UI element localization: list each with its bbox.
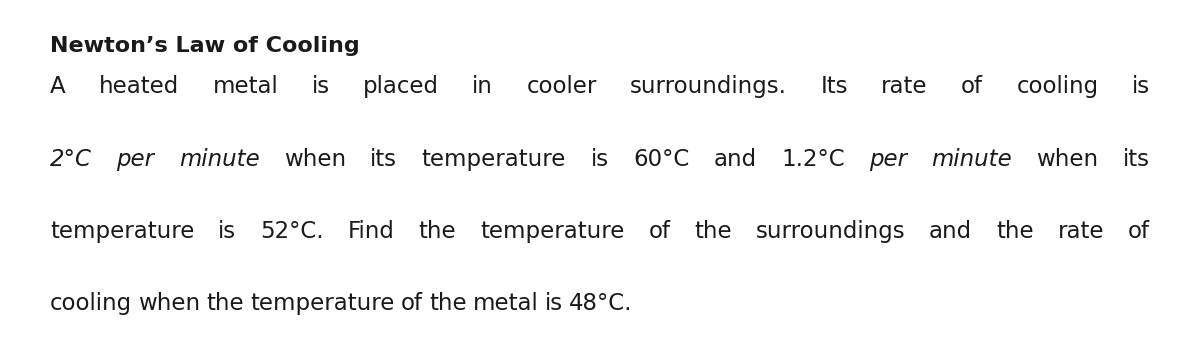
Text: placed: placed: [364, 75, 439, 98]
Text: is: is: [590, 148, 608, 171]
Text: temperature: temperature: [251, 292, 395, 315]
Text: temperature: temperature: [421, 148, 566, 171]
Text: heated: heated: [98, 75, 179, 98]
Text: when: when: [1037, 148, 1099, 171]
Text: the: the: [206, 292, 245, 315]
Text: cooling: cooling: [1016, 75, 1098, 98]
Text: is: is: [312, 75, 330, 98]
Text: Find: Find: [348, 220, 395, 243]
Text: the: the: [419, 220, 456, 243]
Text: metal: metal: [212, 75, 278, 98]
Text: cooling: cooling: [50, 292, 132, 315]
Text: is: is: [218, 220, 236, 243]
Text: Newton’s Law of Cooling: Newton’s Law of Cooling: [50, 36, 360, 56]
Text: of: of: [401, 292, 422, 315]
Text: per: per: [869, 148, 907, 171]
Text: cooler: cooler: [527, 75, 596, 98]
Text: is: is: [545, 292, 563, 315]
Text: of: of: [648, 220, 671, 243]
Text: rate: rate: [881, 75, 928, 98]
Text: and: and: [714, 148, 757, 171]
Text: when: when: [284, 148, 346, 171]
Text: of: of: [1128, 220, 1150, 243]
Text: when: when: [138, 292, 200, 315]
Text: 60°C: 60°C: [632, 148, 689, 171]
Text: 1.2°C: 1.2°C: [781, 148, 845, 171]
Text: 2°C: 2°C: [50, 148, 92, 171]
Text: its: its: [1123, 148, 1150, 171]
Text: surroundings.: surroundings.: [630, 75, 787, 98]
Text: metal: metal: [473, 292, 539, 315]
Text: in: in: [473, 75, 493, 98]
Text: Its: Its: [821, 75, 848, 98]
Text: the: the: [694, 220, 732, 243]
Text: temperature: temperature: [480, 220, 624, 243]
Text: surroundings: surroundings: [756, 220, 905, 243]
Text: 48°C.: 48°C.: [569, 292, 632, 315]
Text: minute: minute: [931, 148, 1012, 171]
Text: its: its: [371, 148, 397, 171]
Text: is: is: [1132, 75, 1150, 98]
Text: rate: rate: [1057, 220, 1104, 243]
Text: 52°C.: 52°C.: [260, 220, 324, 243]
Text: minute: minute: [179, 148, 259, 171]
Text: A: A: [50, 75, 66, 98]
Text: per: per: [116, 148, 155, 171]
Text: of: of: [961, 75, 983, 98]
Text: temperature: temperature: [50, 220, 194, 243]
Text: the: the: [996, 220, 1033, 243]
Text: and: and: [929, 220, 972, 243]
Text: the: the: [430, 292, 467, 315]
